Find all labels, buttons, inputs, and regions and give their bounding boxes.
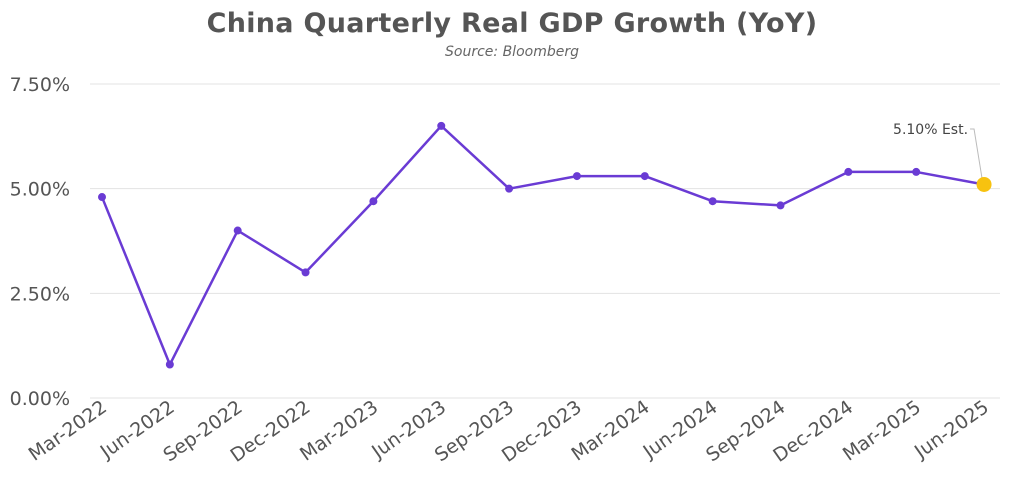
data-point xyxy=(369,197,378,206)
series-line xyxy=(100,124,985,366)
y-tick-label: 5.00% xyxy=(10,179,70,201)
chart-subtitle: Source: Bloomberg xyxy=(445,44,579,60)
y-tick-label: 0.00% xyxy=(10,388,70,410)
data-point xyxy=(844,167,853,176)
y-tick-label: 2.50% xyxy=(10,283,70,305)
data-point xyxy=(437,121,446,130)
highlight-point xyxy=(976,176,992,192)
data-point xyxy=(233,226,242,235)
annotation-leader xyxy=(970,128,983,179)
data-point xyxy=(165,360,174,369)
data-point xyxy=(776,201,785,210)
annotation-label: 5.10% Est. xyxy=(893,122,968,138)
data-point xyxy=(640,172,649,181)
data-point xyxy=(572,172,581,181)
data-point xyxy=(912,167,921,176)
data-point xyxy=(505,184,514,193)
chart-title: China Quarterly Real GDP Growth (YoY) xyxy=(206,8,818,39)
x-tick-label: Jun-2025 xyxy=(910,396,993,463)
y-tick-label: 7.50% xyxy=(10,74,70,96)
data-point xyxy=(301,268,310,277)
data-point xyxy=(98,193,106,202)
data-point xyxy=(708,197,717,206)
